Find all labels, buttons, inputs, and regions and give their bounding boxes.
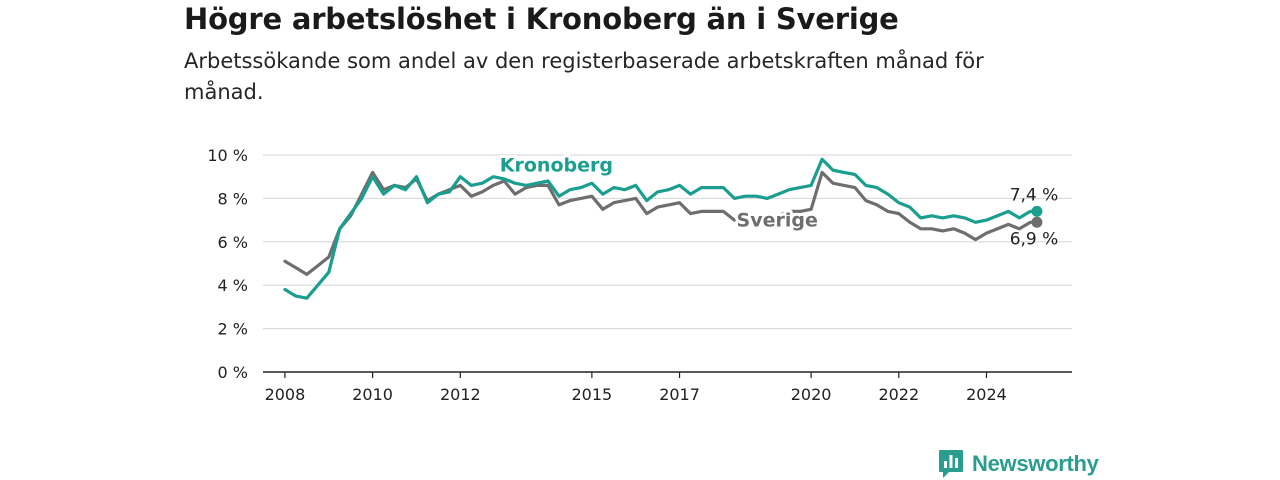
y-tick-label: 8 %	[218, 189, 248, 208]
y-tick-label: 10 %	[207, 146, 248, 165]
y-tick-label: 4 %	[218, 276, 248, 295]
series-label-kronoberg: Kronoberg	[500, 154, 613, 176]
x-tick-label: 2022	[878, 385, 919, 404]
series-labels: Kronoberg Sverige 7,4 % 6,9 %	[497, 151, 1059, 249]
newsworthy-logo: Newsworthy	[938, 448, 1099, 480]
end-value-label-kronoberg: 7,4 %	[1010, 185, 1059, 205]
end-point-kronoberg	[1031, 205, 1043, 217]
grid-lines	[263, 154, 1072, 330]
x-tick-label: 2020	[791, 385, 832, 404]
series-lines	[283, 157, 1043, 300]
chart-title: Högre arbetslöshet i Kronoberg än i Sver…	[184, 2, 899, 36]
bar-chart-speech-bubble-icon	[939, 450, 963, 478]
end-value-label-sverige: 6,9 %	[1010, 229, 1059, 249]
x-axis-ticks: 2008 2010 2012 2015 2017 2020 2022 2024	[265, 372, 1007, 404]
y-tick-label: 2 %	[218, 320, 248, 339]
series-label-sverige: Sverige	[737, 210, 818, 232]
x-tick-label: 2024	[966, 385, 1007, 404]
x-tick-label: 2012	[440, 385, 481, 404]
chart-subtitle: Arbetssökande som andel av den registerb…	[184, 49, 984, 104]
series-line-kronoberg	[283, 157, 1039, 300]
x-tick-label: 2017	[659, 385, 700, 404]
x-tick-label: 2010	[352, 385, 393, 404]
y-tick-label: 0 %	[218, 363, 248, 382]
logo-text: Newsworthy	[972, 451, 1099, 476]
end-point-sverige	[1031, 216, 1043, 228]
x-tick-label: 2008	[265, 385, 306, 404]
y-tick-label: 6 %	[218, 233, 248, 252]
x-tick-label: 2015	[572, 385, 613, 404]
y-axis-ticks: 0 % 2 % 4 % 6 % 8 % 10 %	[207, 146, 248, 382]
